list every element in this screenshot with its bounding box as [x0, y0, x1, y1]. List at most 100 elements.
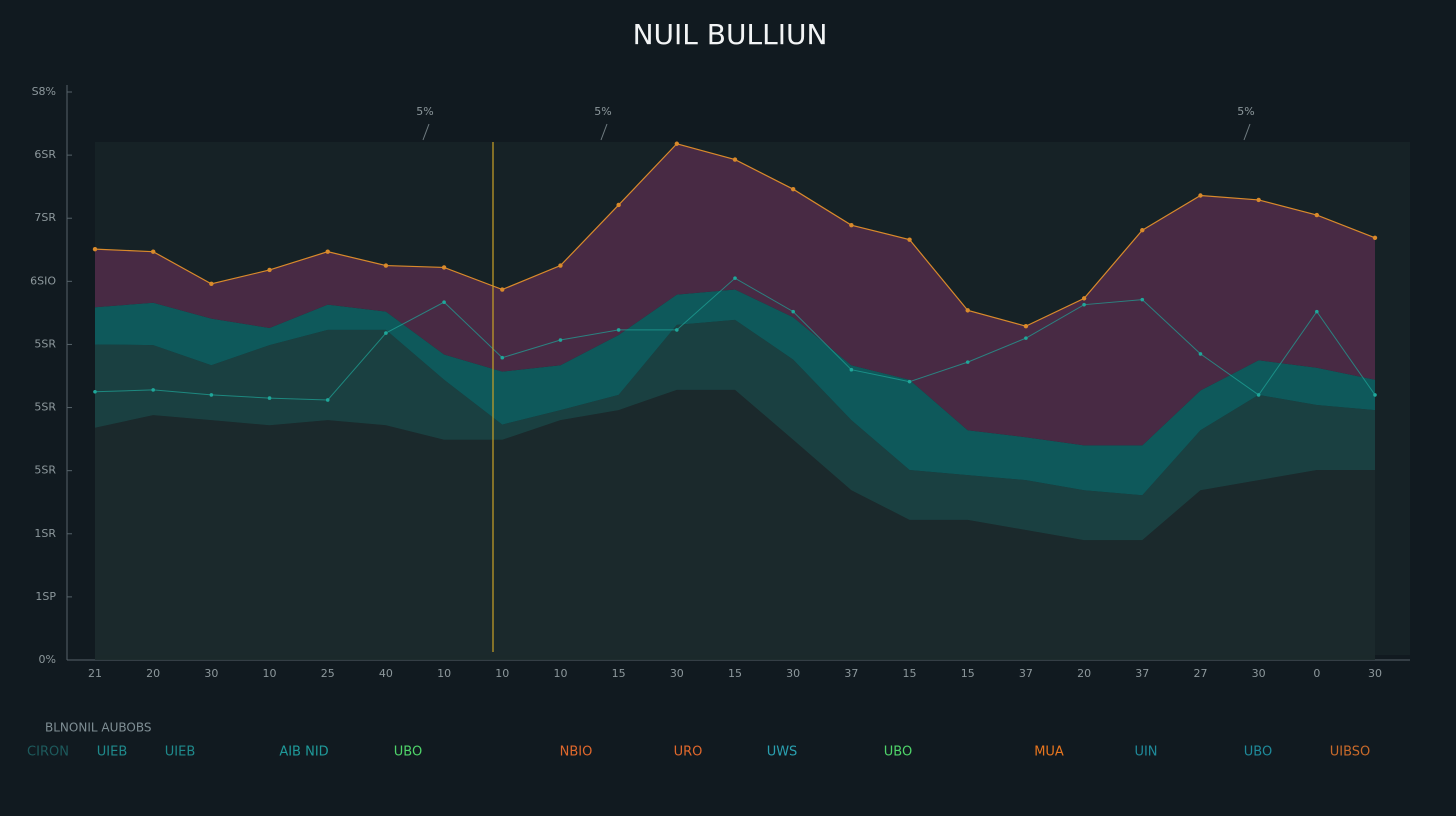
line-point — [1082, 302, 1086, 307]
line-point — [93, 389, 97, 394]
line-point — [907, 379, 912, 384]
legend-label: AIB NID — [279, 745, 328, 760]
area — [95, 319, 1375, 541]
point — [965, 308, 970, 313]
legend-label: URO — [674, 745, 703, 760]
legend-label: UBO — [1244, 745, 1272, 760]
area — [95, 389, 1375, 660]
point — [790, 186, 796, 192]
line-point — [1140, 297, 1145, 302]
point — [907, 237, 912, 242]
line-point — [267, 396, 272, 400]
line-point — [1024, 336, 1028, 340]
y-tick-label: 1SR — [34, 527, 56, 540]
line-point — [849, 367, 854, 372]
x-tick-label: 20 — [1077, 667, 1091, 680]
x-tick-label: 30 — [1368, 667, 1382, 680]
point — [732, 157, 738, 162]
x-tick-label: 40 — [379, 667, 393, 680]
line-point — [791, 309, 795, 314]
y-tick-label: 1SP — [35, 590, 56, 603]
legend-label: UBO — [884, 745, 912, 760]
point — [209, 281, 214, 287]
x-tick-label: 10 — [553, 667, 567, 680]
line-point — [151, 388, 155, 392]
point — [1372, 235, 1378, 240]
line-point — [500, 355, 505, 360]
annotation: 5% — [1237, 105, 1254, 118]
legend-label: UIEB — [165, 745, 195, 760]
x-tick-label: 20 — [146, 667, 160, 680]
point — [849, 222, 854, 228]
y-tick-label: 7SR — [34, 211, 56, 224]
x-tick-label: 37 — [844, 667, 858, 680]
x-tick-label: 30 — [670, 667, 684, 680]
y-tick-label: 0% — [39, 653, 56, 666]
y-tick-label: 5SR — [34, 401, 56, 414]
line-point — [325, 398, 330, 402]
legend-label: UBO — [394, 745, 422, 760]
point — [1198, 193, 1203, 198]
x-tick-label: 10 — [437, 667, 451, 680]
x-tick-label: 30 — [786, 667, 800, 680]
x-tick-label: 21 — [88, 667, 102, 680]
y-tick-label: S8% — [32, 85, 56, 98]
point — [1081, 296, 1087, 301]
point — [1140, 228, 1145, 233]
x-tick-label: 27 — [1193, 667, 1207, 680]
x-tick-label: 15 — [903, 667, 917, 680]
line-point — [442, 300, 446, 304]
area — [95, 289, 1375, 496]
point — [558, 263, 563, 268]
point — [1023, 323, 1029, 329]
y-tick-label: 6SR — [34, 148, 56, 161]
y-tick-label: 6SIO — [30, 274, 56, 287]
legend-title: BLNONIL AUBOBS — [45, 721, 151, 735]
y-tick-label: 5SR — [34, 464, 56, 477]
point — [1256, 197, 1261, 203]
point — [500, 287, 505, 292]
legend-label: UIBSO — [1330, 745, 1371, 760]
annotation: 5% — [594, 105, 611, 118]
x-tick-label: 30 — [1252, 667, 1266, 680]
legend-label: CIRON — [27, 745, 69, 760]
point — [383, 263, 389, 268]
point — [616, 202, 621, 208]
line-point — [1373, 393, 1377, 397]
x-tick-label: 37 — [1019, 667, 1033, 680]
point — [325, 249, 330, 254]
line-point — [965, 360, 970, 364]
x-tick-label: 15 — [961, 667, 975, 680]
point — [150, 249, 156, 254]
line-point — [1315, 309, 1319, 314]
line-point — [616, 328, 621, 332]
line-point — [1198, 352, 1203, 356]
annotation-pointer — [600, 123, 608, 141]
point — [92, 246, 98, 252]
line-point — [733, 276, 737, 280]
line-point — [384, 331, 388, 335]
point — [674, 141, 680, 146]
line-point — [675, 328, 679, 332]
x-tick-label: 37 — [1135, 667, 1149, 680]
point — [267, 267, 272, 273]
x-tick-label: 25 — [321, 667, 335, 680]
line-point — [558, 338, 563, 342]
point — [1314, 212, 1320, 218]
x-tick-label: 15 — [728, 667, 742, 680]
x-tick-label: 10 — [495, 667, 509, 680]
line-point — [209, 393, 214, 397]
x-tick-label: 30 — [204, 667, 218, 680]
legend-label: UIEB — [97, 745, 127, 760]
legend-label: MUA — [1034, 745, 1064, 760]
legend-label: UIN — [1134, 745, 1157, 760]
point — [441, 265, 447, 270]
line-point — [1256, 393, 1261, 397]
legend-label: UWS — [767, 745, 798, 760]
chart-title: NUIL BULLIUN — [633, 18, 828, 51]
annotation-pointer — [1243, 123, 1251, 141]
x-tick-label: 15 — [612, 667, 626, 680]
y-tick-label: 5SR — [34, 337, 56, 350]
x-tick-label: 10 — [263, 667, 277, 680]
